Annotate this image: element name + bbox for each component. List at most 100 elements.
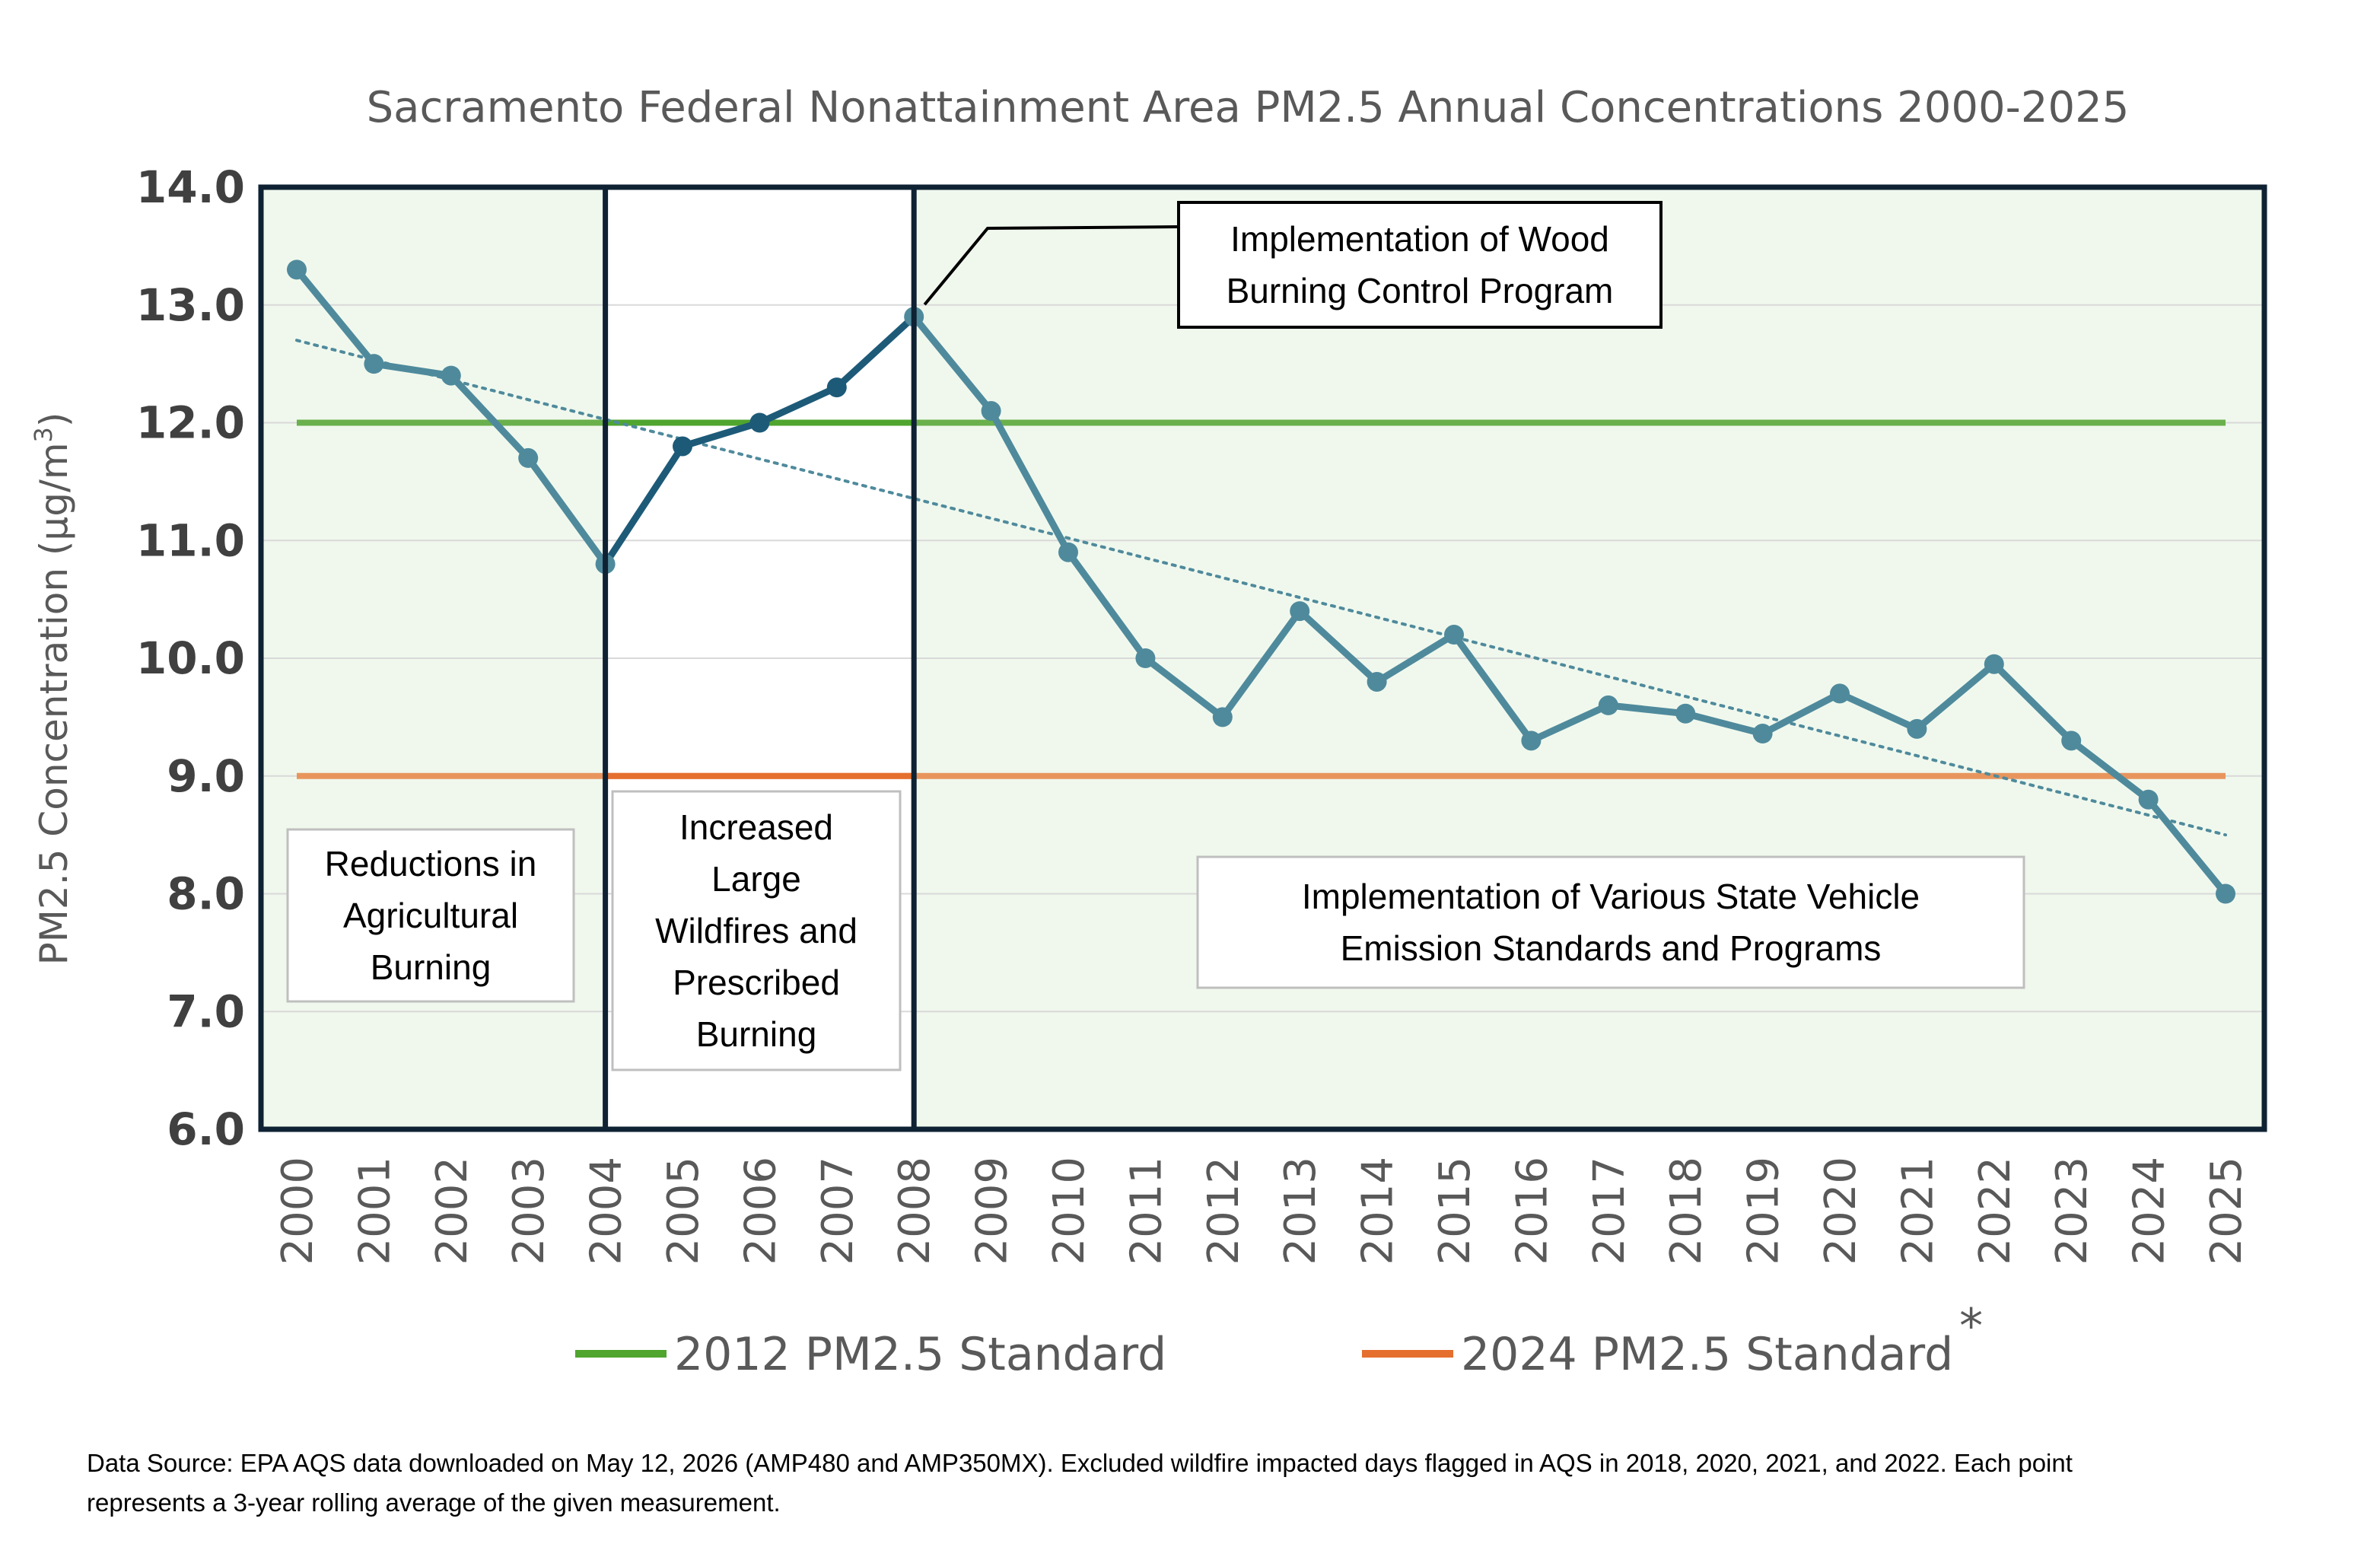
trendline-line <box>295 339 2227 837</box>
series-segment <box>756 384 841 426</box>
trendline <box>295 339 2227 837</box>
x-tick-label: 2011 <box>1122 1157 1171 1265</box>
annotation-text: Large <box>711 859 801 899</box>
x-tick-label: 2002 <box>428 1157 477 1265</box>
x-tick-label: 2025 <box>2202 1157 2251 1265</box>
series-segment <box>2145 796 2229 897</box>
data-point-2016 <box>1521 731 1542 751</box>
x-tick-label: 2014 <box>1354 1157 1403 1265</box>
series-segment <box>447 372 532 462</box>
annotation-text: Burning <box>696 1014 817 1054</box>
source-note-line: Data Source: EPA AQS data downloaded on … <box>87 1449 2073 1477</box>
source-note: Data Source: EPA AQS data downloaded on … <box>87 1449 2073 1517</box>
data-point-2022 <box>1984 654 2004 674</box>
x-tick-label: 2007 <box>813 1157 863 1265</box>
x-tick-label: 2013 <box>1276 1157 1325 1265</box>
series-segment <box>1141 654 1227 721</box>
data-point-2002 <box>441 365 461 386</box>
data-point-2013 <box>1290 601 1310 622</box>
annotation-box-4 <box>1196 855 2025 989</box>
series-segment <box>2067 737 2152 804</box>
series-segment <box>1219 607 1303 721</box>
series-segment <box>370 360 455 380</box>
x-tick-label: 2008 <box>890 1157 940 1265</box>
annotation-text: Prescribed <box>673 963 840 1002</box>
data-point-2005 <box>673 436 692 457</box>
annotation-box-2 <box>611 790 902 1071</box>
series-segment <box>1527 702 1612 744</box>
x-tick-label: 2000 <box>273 1157 323 1265</box>
data-point-2017 <box>1598 695 1618 715</box>
source-note-line: represents a 3-year rolling average of t… <box>87 1488 781 1517</box>
data-point-2009 <box>981 401 1001 422</box>
annotation-leader-line <box>923 225 1179 306</box>
x-tick-label: 2019 <box>1739 1157 1789 1265</box>
series-segment <box>1990 661 2075 744</box>
data-point-2010 <box>1058 542 1078 562</box>
annotations: Reductions in Agricultural Burning Increase… <box>286 201 2025 1071</box>
x-axis-ticks: 2000 2001 2002 2003 2004 2005 2006 2007 2008 2009… <box>273 1157 2251 1265</box>
series-segment <box>988 407 1072 556</box>
annotation-text: Emission Standards and Programs <box>1341 928 1882 968</box>
series-segment <box>1450 631 1535 744</box>
series-segment <box>1064 549 1149 662</box>
x-tick-label: 2021 <box>1893 1157 1943 1265</box>
series-segment <box>1913 661 1998 733</box>
series-segment <box>1296 607 1381 686</box>
series-segment <box>910 313 995 415</box>
annotation-text: Implementation of Wood <box>1230 219 1609 259</box>
y-tick-label: 8.0 <box>167 868 245 920</box>
data-point-2020 <box>1830 683 1850 704</box>
legend-label-1: 2012 PM2.5 Standard <box>674 1328 1166 1381</box>
series-segment <box>602 442 686 568</box>
annotation-text: Burning Control Program <box>1227 271 1614 310</box>
x-tick-label: 2010 <box>1045 1157 1094 1265</box>
x-tick-label: 2012 <box>1199 1157 1249 1265</box>
period-dividers <box>258 184 2267 1132</box>
annotation-text: Reductions in <box>325 844 537 883</box>
x-tick-label: 2018 <box>1662 1157 1711 1265</box>
data-series <box>287 259 2235 904</box>
x-tick-label: 2017 <box>1585 1157 1634 1265</box>
data-point-2015 <box>1444 625 1464 645</box>
y-tick-label: 11.0 <box>136 514 245 566</box>
annotation-box-1 <box>286 828 575 1003</box>
x-tick-label: 2023 <box>2048 1157 2097 1265</box>
data-point-2018 <box>1675 703 1696 724</box>
data-point-2019 <box>1752 724 1773 744</box>
series-segment <box>833 313 918 391</box>
annotation-text: Implementation of Various State Vehicle <box>1302 877 1920 916</box>
y-tick-label: 9.0 <box>167 750 245 802</box>
series-segment <box>679 419 763 450</box>
x-tick-label: 2020 <box>1816 1157 1866 1265</box>
series-segment <box>1682 710 1767 737</box>
plot-border <box>258 184 2267 1132</box>
y-axis-ticks: 6.0 7.0 8.0 9.0 10.0 11.0 12.0 13.0 14.0 <box>136 161 245 1155</box>
data-point-2021 <box>1907 718 1927 739</box>
x-tick-label: 2006 <box>736 1157 785 1265</box>
series-segment <box>1373 631 1458 686</box>
y-tick-label: 10.0 <box>136 632 245 684</box>
x-tick-label: 2005 <box>659 1157 708 1265</box>
x-tick-label: 2004 <box>582 1157 632 1265</box>
data-point-2000 <box>287 259 307 280</box>
data-point-2014 <box>1367 671 1387 692</box>
x-tick-label: 2016 <box>1507 1157 1557 1265</box>
y-tick-label: 13.0 <box>136 279 245 331</box>
y-axis-label: PM2.5 Concentration (µg/m3) <box>29 412 76 966</box>
x-tick-label: 2015 <box>1430 1157 1480 1265</box>
data-point-2006 <box>749 412 770 433</box>
series-segment <box>524 454 609 568</box>
legend: 2012 PM2.5 Standard 2024 PM2.5 Standard* <box>575 1298 1983 1381</box>
data-point-2001 <box>364 354 384 374</box>
series-segment <box>1605 702 1689 718</box>
annotation-box-3 <box>1177 201 1662 329</box>
x-tick-label: 2022 <box>1971 1157 2020 1265</box>
x-tick-label: 2024 <box>2125 1157 2175 1265</box>
series-segment <box>293 266 377 368</box>
x-tick-label: 2003 <box>504 1157 554 1265</box>
annotation-text: Agricultural <box>343 896 518 935</box>
data-point-2023 <box>2061 731 2082 751</box>
annotation-text: Increased <box>679 807 833 847</box>
